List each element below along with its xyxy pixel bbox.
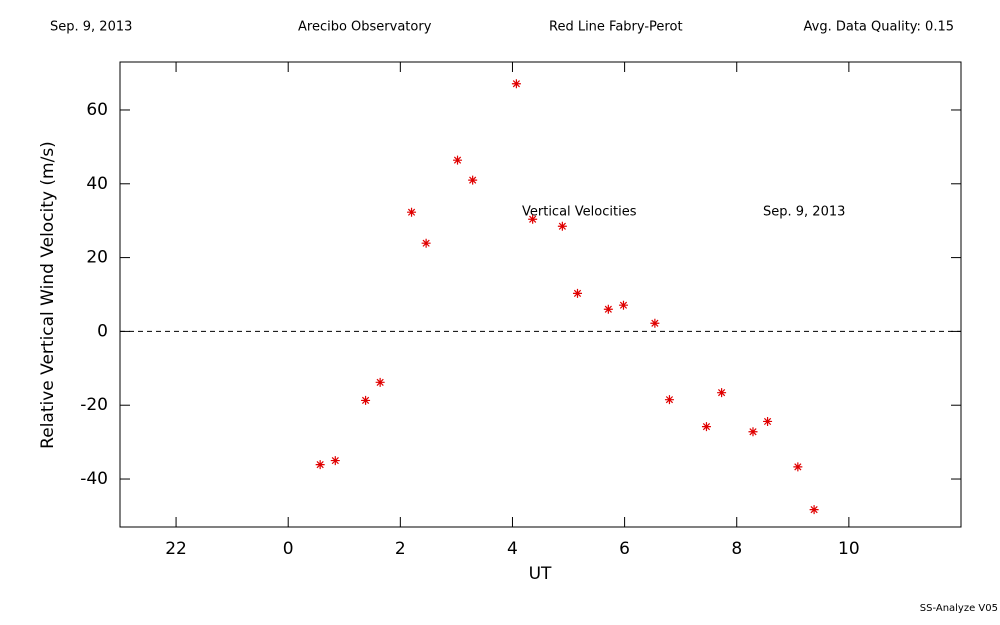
data-point <box>717 388 727 398</box>
footer: SS-Analyze V05 <box>920 603 998 614</box>
x-tick-label: 4 <box>507 539 518 559</box>
x-tick-label: 10 <box>838 539 860 559</box>
y-tick-label: -20 <box>80 395 108 415</box>
data-point <box>618 300 628 310</box>
data-point <box>701 422 711 432</box>
data-point <box>330 456 340 466</box>
data-point <box>650 318 660 328</box>
y-axis-label: Relative Vertical Wind Velocity (m/s) <box>38 141 58 449</box>
plot-frame <box>119 61 962 528</box>
data-point <box>664 395 674 405</box>
data-point <box>361 395 371 405</box>
x-tick-label: 8 <box>731 539 742 559</box>
x-tick-label: 22 <box>165 539 187 559</box>
annotation: Sep. 9, 2013 <box>763 205 845 220</box>
y-tick-label: 40 <box>86 174 108 194</box>
data-point <box>468 175 478 185</box>
header-instrument: Red Line Fabry-Perot <box>549 20 683 35</box>
x-tick-label: 0 <box>283 539 294 559</box>
x-axis-label: UT <box>529 564 552 584</box>
data-point <box>407 207 417 217</box>
data-point <box>793 462 803 472</box>
data-point <box>375 377 385 387</box>
data-point <box>453 155 463 165</box>
data-point <box>763 416 773 426</box>
data-point <box>809 505 819 515</box>
data-point <box>573 288 583 298</box>
data-point <box>315 460 325 470</box>
data-point <box>528 214 538 224</box>
y-tick-label: 0 <box>97 321 108 341</box>
x-tick-label: 6 <box>619 539 630 559</box>
y-tick-label: -40 <box>80 469 108 489</box>
header-quality: Avg. Data Quality: 0.15 <box>804 20 954 35</box>
x-tick-label: 2 <box>395 539 406 559</box>
data-point <box>748 427 758 437</box>
header-site: Arecibo Observatory <box>298 20 432 35</box>
data-point <box>511 79 521 89</box>
data-point <box>421 238 431 248</box>
data-point <box>557 221 567 231</box>
annotation: Vertical Velocities <box>522 205 637 220</box>
header-date: Sep. 9, 2013 <box>50 20 132 35</box>
y-tick-label: 60 <box>86 100 108 120</box>
y-tick-label: 20 <box>86 248 108 268</box>
data-point <box>603 304 613 314</box>
